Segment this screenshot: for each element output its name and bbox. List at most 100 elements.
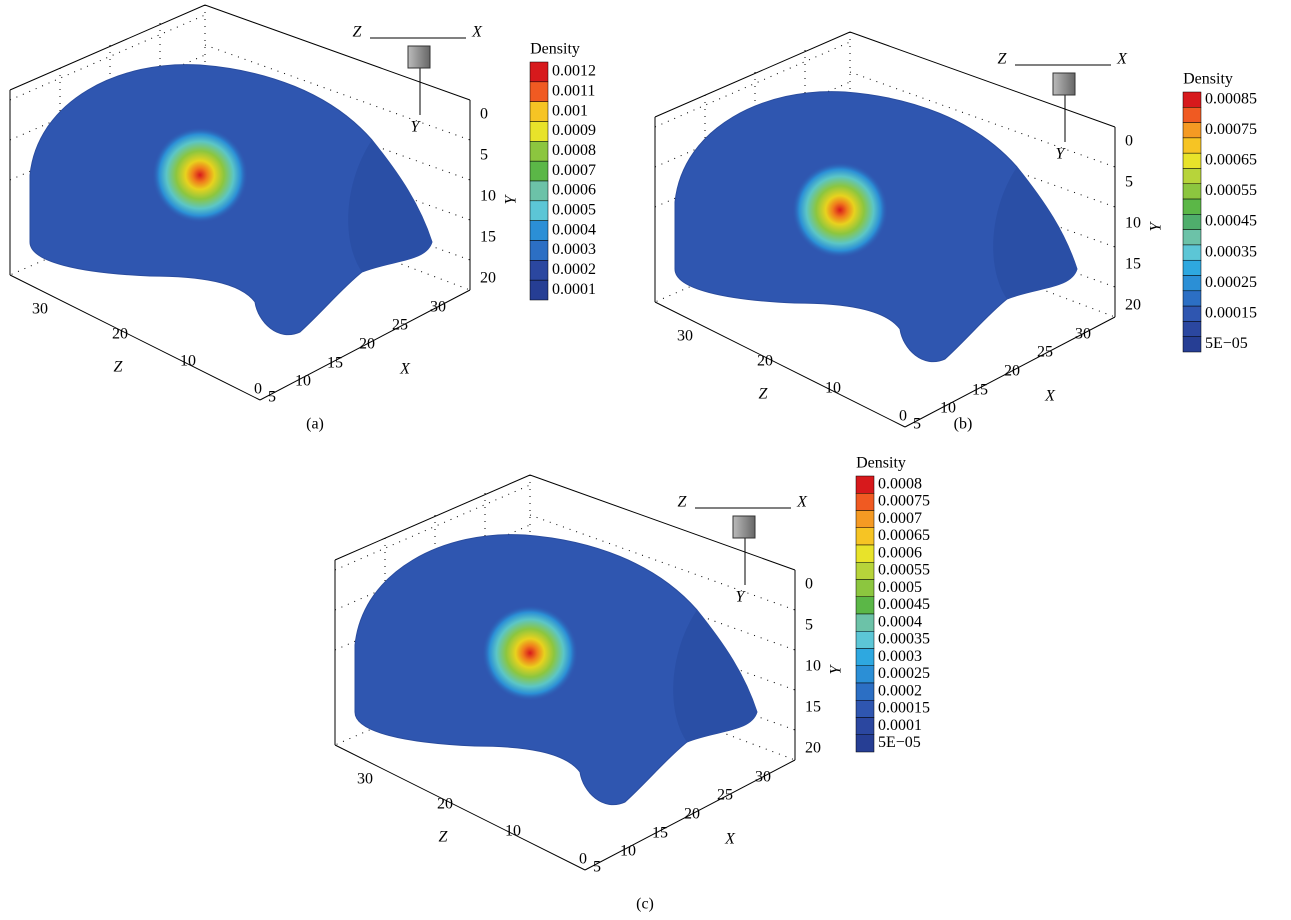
orient-label: X [471, 24, 483, 41]
x-tick-label: 30 [755, 769, 771, 786]
legend-band [855, 682, 875, 701]
orient-label: Y [1056, 146, 1067, 163]
legend-band [855, 717, 875, 735]
orient-label: X [1116, 51, 1128, 68]
legend-label: 0.0005 [878, 579, 922, 596]
caption: (a) [306, 416, 324, 433]
z-axis-label: Z [759, 386, 769, 403]
legend-band [855, 631, 875, 649]
legend-band [1182, 198, 1202, 215]
legend-label: 5E−05 [878, 734, 921, 751]
legend-label: 0.0001 [878, 717, 922, 734]
z-tick-label: 0 [899, 408, 907, 425]
axis-line [334, 744, 586, 871]
y-tick-label: 0 [480, 106, 488, 123]
surface-face [993, 167, 1077, 299]
legend-band [529, 61, 549, 83]
caption: (c) [636, 896, 654, 913]
legend-band [855, 648, 875, 666]
legend-band [1182, 305, 1202, 322]
legend-label: 0.00065 [1205, 151, 1257, 168]
y-tick-label: 5 [1125, 174, 1133, 191]
legend-label: 0.00035 [1205, 243, 1257, 260]
y-tick-label: 0 [1125, 133, 1133, 150]
z-tick-label: 0 [254, 381, 262, 398]
axis-line [529, 514, 796, 611]
axis-line [529, 474, 796, 571]
axis-line [654, 301, 906, 428]
legend-band [529, 81, 549, 102]
z-axis-label: Z [114, 359, 124, 376]
legend-label: 0.00065 [878, 527, 930, 544]
x-tick-label: 25 [1037, 344, 1053, 361]
legend-band [1182, 275, 1202, 292]
z-tick-label: 20 [437, 796, 453, 813]
x-axis-label: X [399, 361, 411, 378]
x-tick-label: 30 [430, 299, 446, 316]
legend-label: 0.0011 [552, 82, 595, 99]
orient-cube [1052, 72, 1076, 96]
legend-label: 0.0003 [878, 648, 922, 665]
legend-band [529, 240, 549, 261]
legend-band [855, 493, 875, 511]
legend-band [1182, 152, 1202, 169]
x-tick-label: 30 [1075, 326, 1091, 343]
legend-label: 0.00055 [1205, 182, 1257, 199]
legend-band [855, 510, 875, 528]
legend-band [1182, 91, 1202, 108]
z-tick-label: 20 [757, 353, 773, 370]
y-tick-label: 0 [805, 576, 813, 593]
surface-face [673, 610, 757, 742]
density-hotspot [152, 127, 248, 223]
legend-label: 0.0012 [552, 63, 596, 80]
orient-cube [732, 515, 756, 539]
orient-label: Z [353, 24, 363, 41]
x-tick-label: 5 [913, 416, 921, 433]
axis-line [584, 759, 796, 871]
y-tick-label: 15 [805, 699, 821, 716]
x-tick-label: 10 [295, 373, 311, 390]
legend-band [529, 200, 549, 221]
x-tick-label: 15 [972, 382, 988, 399]
axis-line [334, 474, 531, 561]
x-tick-label: 5 [268, 389, 276, 406]
z-tick-label: 30 [677, 328, 693, 345]
y-tick-label: 15 [1125, 256, 1141, 273]
axis-line [334, 484, 531, 571]
legend-label: 0.00055 [878, 562, 930, 579]
y-tick-label: 20 [480, 270, 496, 287]
x-tick-label: 10 [620, 843, 636, 860]
legend-band [1182, 244, 1202, 261]
z-tick-label: 0 [579, 851, 587, 868]
legend-band [529, 160, 549, 182]
x-axis-label: X [1044, 388, 1056, 405]
legend-label: 0.0002 [878, 682, 922, 699]
z-axis-label: Z [439, 829, 449, 846]
axis-line [9, 14, 206, 101]
y-tick-label: 10 [1125, 215, 1141, 232]
axis-line [904, 316, 1116, 428]
legend-title: Density [530, 41, 580, 58]
legend-label: 0.00025 [1205, 274, 1257, 291]
legend-band [1182, 107, 1202, 123]
z-tick-label: 10 [180, 353, 196, 370]
orient-label: Y [736, 589, 747, 606]
legend-band [855, 665, 875, 684]
x-axis-label: X [724, 831, 736, 848]
legend-band [529, 260, 549, 281]
legend-label: 0.00015 [1205, 304, 1257, 321]
legend-label: 0.00045 [1205, 213, 1257, 230]
legend-label: 0.0008 [552, 142, 596, 159]
x-tick-label: 20 [684, 806, 700, 823]
axis-line [259, 289, 471, 401]
legend-label: 0.00025 [878, 665, 930, 682]
legend-band [855, 544, 875, 563]
axis-line [849, 31, 1116, 128]
legend-label: 0.001 [552, 102, 588, 119]
legend-label: 0.00045 [878, 596, 930, 613]
legend-label: 0.00035 [878, 631, 930, 648]
legend-band [529, 101, 549, 122]
